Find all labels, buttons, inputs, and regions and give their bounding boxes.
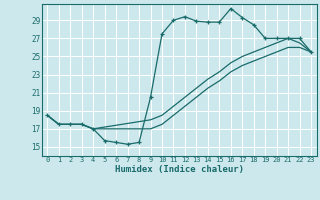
X-axis label: Humidex (Indice chaleur): Humidex (Indice chaleur) [115,165,244,174]
